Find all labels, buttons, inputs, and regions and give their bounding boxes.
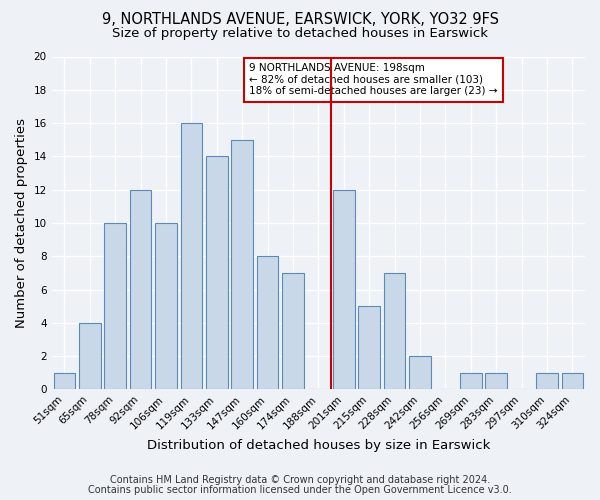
Bar [384,273,406,390]
Bar [409,356,431,390]
Bar [358,306,380,390]
Bar [536,373,557,390]
Text: 9 NORTHLANDS AVENUE: 198sqm
← 82% of detached houses are smaller (103)
18% of se: 9 NORTHLANDS AVENUE: 198sqm ← 82% of det… [249,63,497,96]
Bar [460,373,482,390]
Bar [232,140,253,390]
Bar [53,373,75,390]
Text: Size of property relative to detached houses in Earswick: Size of property relative to detached ho… [112,28,488,40]
Text: Contains public sector information licensed under the Open Government Licence v3: Contains public sector information licen… [88,485,512,495]
Bar [206,156,227,390]
Bar [257,256,278,390]
Text: Contains HM Land Registry data © Crown copyright and database right 2024.: Contains HM Land Registry data © Crown c… [110,475,490,485]
Bar [282,273,304,390]
X-axis label: Distribution of detached houses by size in Earswick: Distribution of detached houses by size … [146,440,490,452]
Y-axis label: Number of detached properties: Number of detached properties [15,118,28,328]
Bar [130,190,151,390]
Text: 9, NORTHLANDS AVENUE, EARSWICK, YORK, YO32 9FS: 9, NORTHLANDS AVENUE, EARSWICK, YORK, YO… [101,12,499,28]
Bar [181,123,202,390]
Bar [104,223,126,390]
Bar [79,323,101,390]
Bar [155,223,177,390]
Bar [485,373,507,390]
Bar [333,190,355,390]
Bar [562,373,583,390]
